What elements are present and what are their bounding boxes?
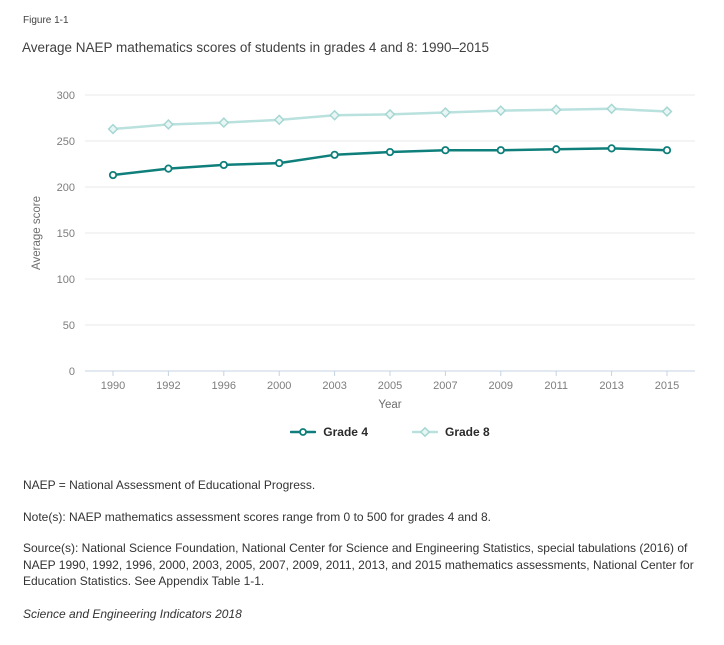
y-axis-tick-label: 300 (57, 90, 75, 102)
y-axis-tick-label: 0 (69, 366, 75, 378)
data-point-marker (606, 103, 618, 115)
y-axis-tick-label: 150 (57, 228, 75, 240)
data-point-marker (385, 147, 395, 157)
sources-text: Source(s): National Science Foundation, … (23, 541, 694, 588)
data-point-marker (662, 146, 672, 155)
data-point-marker (273, 114, 285, 126)
x-axis-tick-label: 2009 (489, 380, 513, 392)
chart-title: Average NAEP mathematics scores of stude… (22, 40, 490, 55)
x-axis-tick-label: 1990 (101, 380, 125, 392)
y-axis-tick-label: 50 (63, 320, 75, 332)
data-point-marker (107, 123, 119, 135)
x-axis-tick-label: 1996 (212, 380, 236, 392)
notes-text: Note(s): NAEP mathematics assessment sco… (23, 509, 491, 524)
data-point-marker (218, 117, 230, 129)
y-axis-tick-label: 100 (57, 274, 75, 286)
data-point-marker (164, 164, 173, 173)
data-point-marker (496, 146, 505, 155)
x-axis-tick-label: 1992 (156, 380, 180, 392)
data-point-marker (607, 144, 616, 153)
data-point-marker (219, 160, 228, 170)
legend-label: Grade 8 (445, 425, 490, 439)
x-axis-title: Year (378, 399, 401, 411)
data-point-marker (439, 107, 451, 118)
y-axis-title: Average score (31, 196, 43, 270)
x-axis-tick-label: 2011 (544, 380, 568, 392)
abbreviation-note: NAEP = National Assessment of Educationa… (23, 478, 316, 492)
legend-marker-icon (412, 426, 438, 438)
y-axis-tick-label: 250 (57, 136, 75, 148)
data-point-marker (495, 105, 507, 117)
data-point-marker (441, 146, 450, 155)
x-axis-tick-label: 2005 (378, 380, 402, 392)
x-axis-tick-label: 2015 (655, 380, 679, 392)
x-axis-tick-label: 2003 (322, 380, 346, 392)
x-axis-tick-label: 2000 (267, 380, 291, 392)
data-point-marker (329, 109, 341, 121)
x-axis-tick-label: 2007 (433, 380, 457, 392)
y-axis-tick-label: 200 (57, 182, 75, 194)
x-axis-tick-label: 2013 (599, 380, 623, 392)
data-point-marker (384, 108, 396, 120)
figure-number-label: Figure 1-1 (23, 15, 69, 26)
legend-label: Grade 4 (323, 425, 368, 439)
data-point-marker (550, 104, 562, 116)
data-point-marker (108, 170, 118, 180)
data-point-marker (552, 145, 561, 154)
publication-title: Science and Engineering Indicators 2018 (23, 606, 242, 621)
figure-footnotes: NAEP = National Assessment of Educationa… (23, 477, 703, 637)
data-point-marker (275, 158, 284, 168)
naep-line-chart: 0 50 100 150 200 250 300 1990 1992 1996 2000 2003 20… (31, 90, 695, 411)
data-point-marker (162, 118, 174, 130)
legend-item-grade-4: Grade 4 (290, 425, 368, 439)
data-point-marker (330, 150, 339, 159)
data-point-marker (661, 106, 673, 118)
chart-legend: Grade 4 Grade 8 (85, 425, 695, 439)
legend-marker-icon (290, 428, 317, 436)
legend-item-grade-8: Grade 8 (412, 425, 490, 439)
